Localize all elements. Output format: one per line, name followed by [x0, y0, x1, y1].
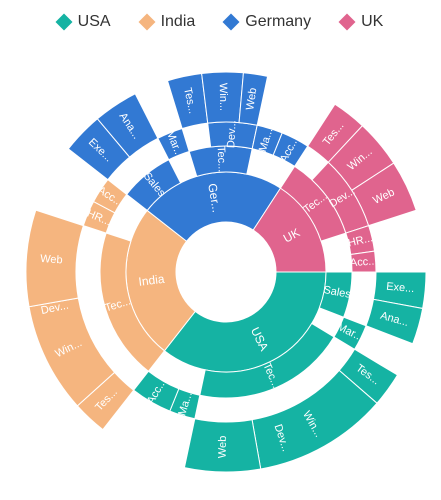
segment-label-ger-tec-dev: Dev... — [225, 120, 238, 148]
chart-legend: USA India Germany UK — [0, 8, 441, 36]
segment-uk-tec-dev-web[interactable] — [351, 162, 417, 227]
segment-india-tec-dev-web[interactable] — [25, 209, 84, 308]
segment-ger-sales[interactable] — [126, 159, 182, 212]
segment-label-india: India — [138, 272, 166, 289]
segment-label-ger-tec-dev-web: Web — [244, 87, 259, 111]
segment-label-uk-acc: Acc... — [350, 255, 378, 269]
segment-label-india-tec-dev-web: Web — [40, 253, 63, 267]
segment-label-ger: Ger... — [205, 182, 224, 213]
segment-ger-tec[interactable] — [188, 145, 253, 177]
segment-label-usa-tec-dev-web: Web — [217, 436, 229, 459]
segment-label-uk: UK — [281, 225, 302, 245]
legend-item-uk[interactable]: UK — [338, 13, 384, 31]
segment-label-india-tec-dev: Dev... — [40, 300, 70, 318]
legend-item-germany[interactable]: Germany — [222, 13, 312, 31]
segment-label-ger-tec: Tec... — [215, 146, 228, 173]
segment-label-usa-sales-exe: Exe... — [386, 281, 415, 296]
segment-label-ger-tec-tes: Tes... — [181, 87, 198, 115]
segment-label-usa-sales: Sales — [322, 284, 352, 301]
segment-usa-tec-dev-web[interactable] — [183, 418, 262, 473]
legend-item-usa[interactable]: USA — [55, 13, 111, 31]
legend-label: Germany — [245, 13, 312, 30]
legend-label: India — [160, 13, 196, 30]
segment-usa-sales[interactable] — [318, 271, 353, 318]
legend-item-india[interactable]: India — [138, 13, 196, 31]
legend-label: USA — [77, 13, 111, 30]
segment-label-ger-tec-dev-win: Win... — [217, 83, 229, 111]
segment-uk-acc[interactable] — [350, 250, 377, 273]
segment-usa-acc[interactable] — [132, 370, 180, 412]
segment-label-uk-hr: HR... — [347, 232, 374, 249]
legend-label: UK — [361, 13, 384, 30]
